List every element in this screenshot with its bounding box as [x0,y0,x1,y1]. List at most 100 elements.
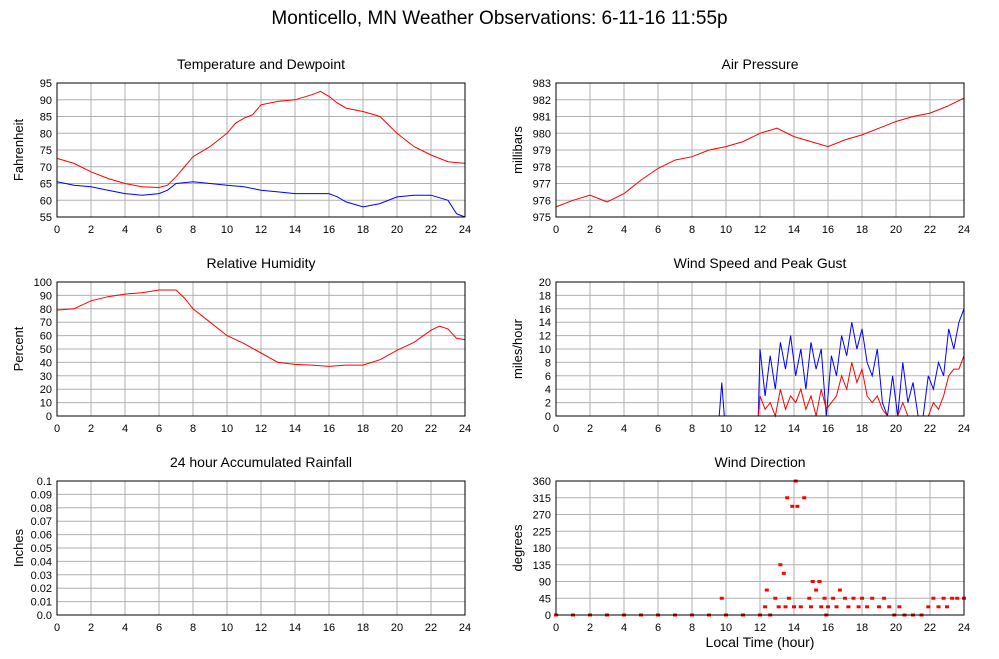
wind-ytick-label: 14 [539,317,551,329]
humidity-xtick-label: 20 [391,423,403,435]
rain-ylabel: Inches [11,528,26,567]
rain-xtick-label: 8 [190,622,196,634]
humidity-ytick-label: 60 [40,331,52,343]
direction-point [856,605,861,609]
direction-point [945,605,949,609]
direction-point [778,563,783,567]
pressure-ytick-label: 982 [533,95,551,107]
direction-xtick-label: 8 [689,622,695,634]
direction-ytick-label: 135 [533,560,551,572]
direction-point [837,588,842,592]
humidity-title: Relative Humidity [207,255,316,271]
direction-point [814,588,819,592]
humidity-xtick-label: 12 [255,423,267,435]
direction-xtick-label: 22 [924,622,936,634]
temp-ytick-label: 65 [40,179,52,191]
direction-point [802,496,807,500]
wind-plot-frame [555,281,965,417]
rain-xtick-label: 16 [323,622,335,634]
direction-point [887,605,892,609]
wind-ytick-label: 20 [539,277,551,289]
temp-xtick-label: 10 [221,224,233,236]
pressure-ytick-label: 977 [533,179,551,191]
humidity-xtick-label: 10 [221,423,233,435]
temp-xtick-label: 20 [391,224,403,236]
wind-xtick-label: 18 [856,423,868,435]
pressure-plot-frame [555,82,965,218]
rain-ytick-label: 0.06 [31,530,52,542]
rain-ytick-label: 0.02 [31,583,52,595]
humidity-ytick-label: 30 [40,371,52,383]
direction-point [877,605,881,609]
temp-xtick-label: 16 [323,224,335,236]
wind-ytick-label: 18 [539,290,551,302]
direction-ytick-label: 360 [533,476,551,488]
wind-xtick-label: 0 [553,423,559,435]
wind-series-line-0 [556,308,965,417]
direction-point [941,596,946,600]
rain-xtick-label: 10 [221,622,233,634]
humidity-xtick-label: 22 [425,423,437,435]
temp-xtick-label: 8 [190,224,196,236]
wind-xtick-label: 10 [720,423,732,435]
temp-xtick-label: 12 [255,224,267,236]
direction-xtick-label: 6 [655,622,661,634]
direction-point [763,605,768,609]
rain-xtick-label: 4 [122,622,128,634]
direction-point [786,596,791,600]
rain-xtick-label: 6 [156,622,162,634]
direction-point [846,605,851,609]
temp-xtick-label: 18 [357,224,369,236]
direction-point [809,605,813,609]
pressure-xtick-label: 12 [754,224,766,236]
humidity-xtick-label: 0 [54,423,60,435]
direction-point [950,596,955,600]
direction-xtick-label: 20 [890,622,902,634]
pressure-xtick-label: 24 [958,224,970,236]
pressure-xtick-label: 6 [655,224,661,236]
direction-point [843,596,847,600]
wind-xtick-label: 4 [621,423,627,435]
direction-point [776,605,781,609]
direction-plot-frame [555,480,965,616]
temp-xtick-label: 6 [156,224,162,236]
humidity-xtick-label: 18 [357,423,369,435]
direction-ytick-label: 45 [539,593,551,605]
temp-ylabel: Fahrenheit [11,119,26,182]
humidity-ytick-label: 100 [34,277,52,289]
direction-point [819,605,824,609]
direction-point [719,596,724,600]
wind-xtick-label: 12 [754,423,766,435]
temp-plot-frame [56,82,466,218]
direction-point [783,605,788,609]
humidity-plot-frame [56,281,466,417]
temp-ytick-label: 85 [40,112,52,124]
direction-point [831,596,836,600]
direction-xtick-label: 0 [553,622,559,634]
rain-ytick-label: 0.03 [31,570,52,582]
temp-xtick-label: 14 [289,224,301,236]
direction-ylabel: degrees [510,524,525,571]
direction-point [865,605,870,609]
pressure-ytick-label: 975 [533,212,551,224]
wind-xtick-label: 14 [788,423,800,435]
direction-ytick-label: 315 [533,493,551,505]
rain-xtick-label: 0 [54,622,60,634]
wind-xtick-label: 24 [958,423,970,435]
direction-xtick-label: 16 [822,622,834,634]
direction-point [790,504,795,508]
humidity-xtick-label: 8 [190,423,196,435]
temp-ytick-label: 80 [40,128,52,140]
rain-ytick-label: 0.05 [31,543,52,555]
direction-point [936,605,941,609]
direction-point [822,596,827,600]
direction-point [764,588,769,592]
direction-point [926,605,931,609]
rain-ytick-label: 0.07 [31,516,52,528]
wind-xtick-label: 16 [822,423,834,435]
temp-ytick-label: 55 [40,212,52,224]
direction-point [781,571,786,575]
direction-title: Wind Direction [714,454,805,470]
humidity-ytick-label: 40 [40,357,52,369]
wind-ytick-label: 2 [545,398,551,410]
